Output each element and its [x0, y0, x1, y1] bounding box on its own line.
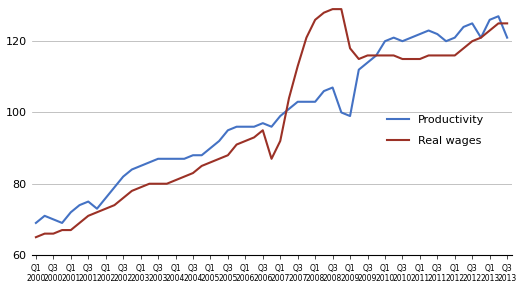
Real wages — [460, 47, 467, 50]
Productivity — [504, 36, 510, 39]
Productivity — [495, 14, 502, 18]
Productivity — [120, 175, 127, 178]
Real wages — [495, 22, 502, 25]
Productivity — [452, 36, 458, 39]
Real wages — [85, 214, 92, 218]
Real wages — [146, 182, 153, 186]
Productivity — [85, 200, 92, 203]
Legend: Productivity, Real wages: Productivity, Real wages — [383, 110, 489, 150]
Line: Productivity: Productivity — [36, 16, 507, 223]
Real wages — [504, 22, 510, 25]
Real wages — [207, 161, 213, 164]
Productivity — [486, 18, 493, 22]
Real wages — [33, 236, 39, 239]
Real wages — [120, 196, 127, 200]
Real wages — [329, 8, 336, 11]
Productivity — [33, 221, 39, 225]
Productivity — [207, 146, 213, 150]
Line: Real wages: Real wages — [36, 9, 507, 237]
Productivity — [146, 161, 153, 164]
